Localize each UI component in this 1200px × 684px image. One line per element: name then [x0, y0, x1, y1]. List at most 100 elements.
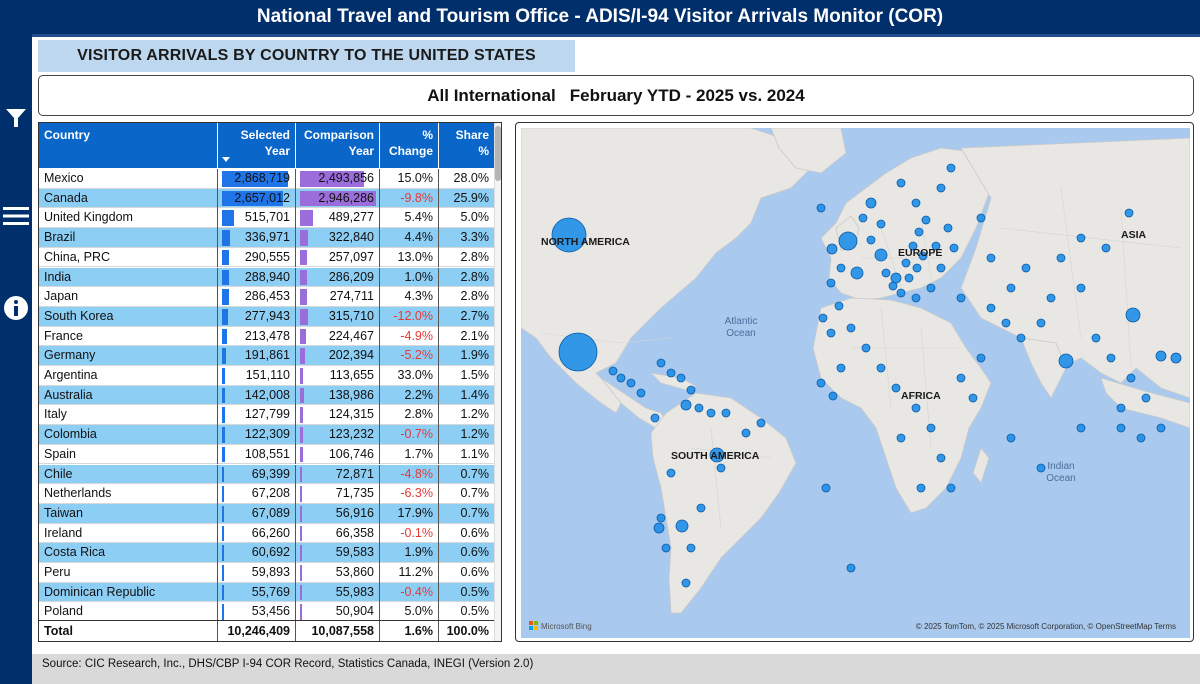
arrival-bubble[interactable]	[656, 513, 666, 523]
arrival-bubble[interactable]	[1116, 423, 1126, 433]
header-comparison-year[interactable]: Comparison Year	[296, 123, 380, 169]
arrival-bubble[interactable]	[1021, 263, 1031, 273]
arrival-bubble[interactable]	[1156, 423, 1166, 433]
arrival-bubble[interactable]	[1106, 353, 1116, 363]
arrival-bubble[interactable]	[675, 519, 689, 533]
table-row[interactable]: Italy 127,799 124,315 2.8% 1.2%	[39, 405, 494, 426]
filter-button[interactable]	[0, 102, 32, 134]
table-row[interactable]: Canada 2,657,012 2,946,286 -9.8% 25.9%	[39, 188, 494, 209]
arrival-bubble[interactable]	[943, 223, 953, 233]
arrival-bubble[interactable]	[1076, 283, 1086, 293]
arrival-bubble[interactable]	[949, 243, 959, 253]
arrival-bubble[interactable]	[656, 358, 666, 368]
table-row[interactable]: Taiwan 67,089 56,916 17.9% 0.7%	[39, 503, 494, 524]
arrival-bubble[interactable]	[866, 235, 876, 245]
arrival-bubble[interactable]	[1001, 318, 1011, 328]
arrival-bubble[interactable]	[876, 219, 886, 229]
info-button[interactable]	[0, 292, 32, 324]
arrival-bubble[interactable]	[1136, 433, 1146, 443]
arrival-bubble[interactable]	[1124, 208, 1134, 218]
arrival-bubble[interactable]	[1091, 333, 1101, 343]
arrival-bubble[interactable]	[1076, 233, 1086, 243]
table-row[interactable]: China, PRC 290,555 257,097 13.0% 2.8%	[39, 247, 494, 268]
table-row[interactable]: Dominican Republic 55,769 55,983 -0.4% 0.5%	[39, 582, 494, 603]
table-row[interactable]: Peru 59,893 53,860 11.2% 0.6%	[39, 563, 494, 583]
table-row[interactable]: Germany 191,861 202,394 -5.2% 1.9%	[39, 346, 494, 366]
arrival-bubble[interactable]	[666, 468, 676, 478]
arrival-bubble[interactable]	[686, 543, 696, 553]
header-country[interactable]: Country	[39, 123, 218, 169]
table-row[interactable]: Mexico 2,868,719 2,493,856 15.0% 28.0%	[39, 169, 494, 189]
arrival-bubble[interactable]	[826, 328, 836, 338]
arrival-bubble[interactable]	[1116, 403, 1126, 413]
arrival-bubble[interactable]	[1125, 307, 1141, 323]
arrival-bubble[interactable]	[818, 313, 828, 323]
arrival-bubble[interactable]	[721, 408, 731, 418]
table-row[interactable]: Brazil 336,971 322,840 4.4% 3.3%	[39, 228, 494, 248]
arrival-bubble[interactable]	[876, 363, 886, 373]
arrival-bubble[interactable]	[616, 373, 626, 383]
table-row[interactable]: Japan 286,453 274,711 4.3% 2.8%	[39, 287, 494, 307]
arrival-bubble[interactable]	[756, 418, 766, 428]
arrival-bubble[interactable]	[921, 215, 931, 225]
arrival-bubble[interactable]	[1076, 423, 1086, 433]
arrival-bubble[interactable]	[968, 393, 978, 403]
arrival-bubble[interactable]	[850, 266, 864, 280]
arrival-bubble[interactable]	[912, 263, 922, 273]
arrival-bubble[interactable]	[1036, 463, 1046, 473]
arrival-bubble[interactable]	[706, 408, 716, 418]
arrival-bubble[interactable]	[858, 213, 868, 223]
arrival-bubble[interactable]	[986, 303, 996, 313]
table-row[interactable]: Australia 142,008 138,986 2.2% 1.4%	[39, 385, 494, 406]
arrival-bubble[interactable]	[836, 263, 846, 273]
arrival-bubble[interactable]	[918, 251, 928, 261]
arrival-bubble[interactable]	[936, 183, 946, 193]
arrival-bubble[interactable]	[914, 227, 924, 237]
arrival-bubble[interactable]	[608, 366, 618, 376]
arrival-bubble[interactable]	[828, 391, 838, 401]
arrival-bubble[interactable]	[956, 373, 966, 383]
table-scrollbar[interactable]	[494, 123, 501, 641]
arrival-bubble[interactable]	[865, 197, 877, 209]
map-canvas[interactable]: NORTH AMERICA EUROPE ASIA AFRICA SOUTH A…	[521, 128, 1190, 638]
map-attribution[interactable]: © 2025 TomTom, © 2025 Microsoft Corporat…	[916, 622, 1176, 631]
arrival-bubble[interactable]	[838, 231, 858, 251]
arrival-bubble[interactable]	[911, 403, 921, 413]
table-row[interactable]: United Kingdom 515,701 489,277 5.4% 5.0%	[39, 208, 494, 229]
table-row[interactable]: Spain 108,551 106,746 1.7% 1.1%	[39, 444, 494, 465]
arrival-bubble[interactable]	[1046, 293, 1056, 303]
arrival-bubble[interactable]	[558, 332, 598, 372]
arrival-bubble[interactable]	[986, 253, 996, 263]
arrival-bubble[interactable]	[666, 368, 676, 378]
arrival-bubble[interactable]	[936, 453, 946, 463]
menu-button[interactable]	[0, 200, 32, 232]
arrival-bubble[interactable]	[926, 423, 936, 433]
table-row[interactable]: India 288,940 286,209 1.0% 2.8%	[39, 267, 494, 288]
arrival-bubble[interactable]	[836, 363, 846, 373]
arrival-bubble[interactable]	[826, 243, 838, 255]
header-share[interactable]: Share%	[455, 128, 489, 158]
table-row[interactable]: France 213,478 224,467 -4.9% 2.1%	[39, 326, 494, 347]
arrival-bubble[interactable]	[816, 378, 826, 388]
arrival-bubble[interactable]	[890, 272, 902, 284]
arrival-bubble[interactable]	[888, 281, 898, 291]
arrival-bubble[interactable]	[1006, 283, 1016, 293]
arrival-bubble[interactable]	[636, 388, 646, 398]
arrival-bubble[interactable]	[881, 268, 891, 278]
arrival-bubble[interactable]	[686, 385, 696, 395]
arrival-bubble[interactable]	[709, 447, 725, 463]
arrival-bubble[interactable]	[696, 503, 706, 513]
arrival-bubble[interactable]	[834, 301, 844, 311]
arrival-bubble[interactable]	[661, 543, 671, 553]
arrival-bubble[interactable]	[1058, 353, 1074, 369]
arrival-bubble[interactable]	[896, 433, 906, 443]
arrival-bubble[interactable]	[901, 258, 911, 268]
arrival-bubble[interactable]	[946, 483, 956, 493]
arrival-bubble[interactable]	[694, 403, 704, 413]
arrival-bubble[interactable]	[650, 413, 660, 423]
arrival-bubble[interactable]	[1101, 243, 1111, 253]
arrival-bubble[interactable]	[1155, 350, 1167, 362]
table-row[interactable]: Costa Rica 60,692 59,583 1.9% 0.6%	[39, 543, 494, 563]
arrival-bubble[interactable]	[891, 383, 901, 393]
arrival-bubble[interactable]	[904, 273, 914, 283]
